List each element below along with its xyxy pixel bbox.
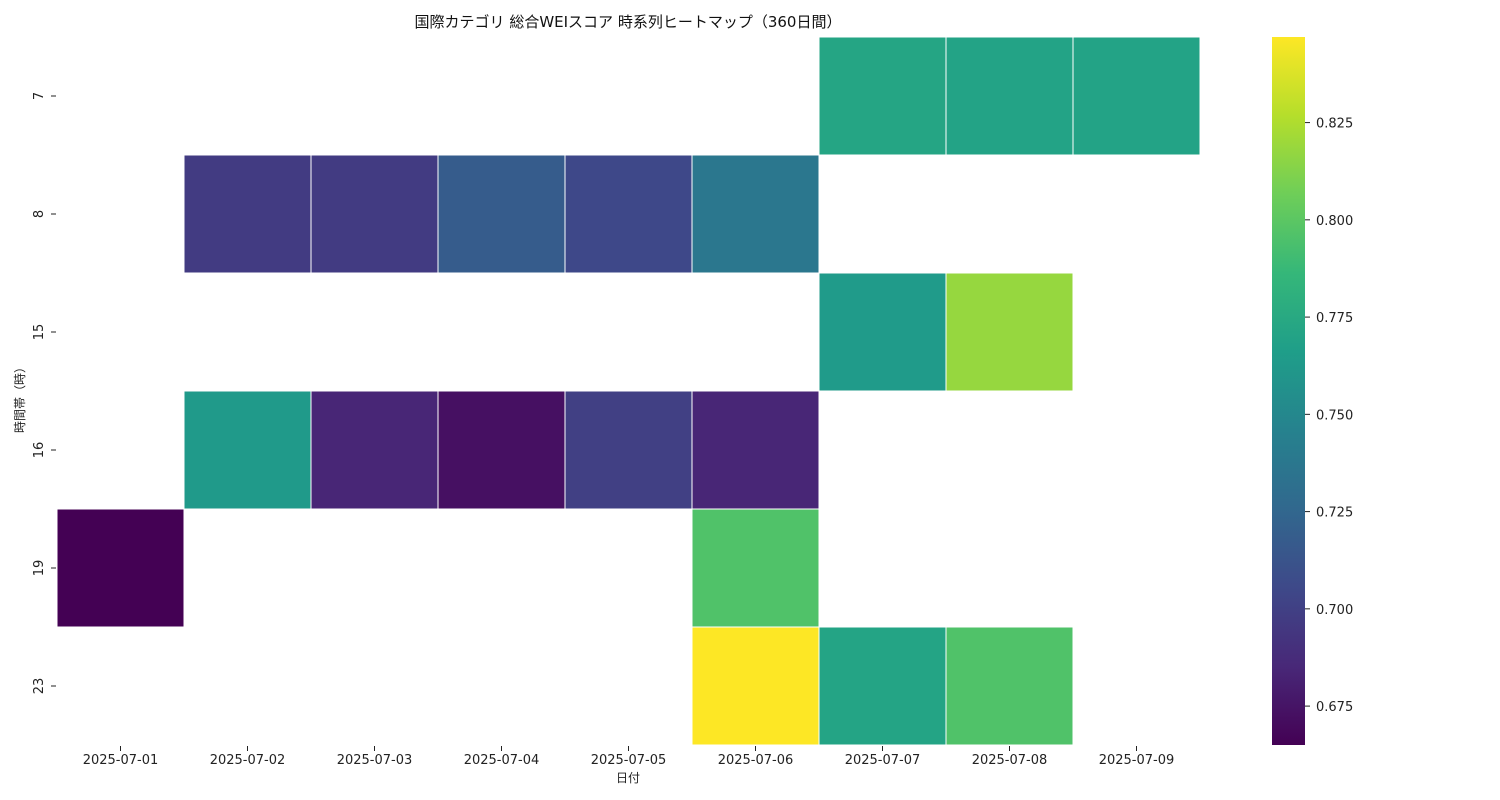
heatmap-cell — [818, 36, 947, 156]
heatmap-cell — [818, 626, 947, 746]
colorbar-tick-label: 0.825 — [1316, 117, 1353, 132]
colorbar-tick-label: 0.700 — [1316, 603, 1353, 618]
heatmap-cell — [691, 154, 820, 274]
heatmap-cell — [56, 508, 185, 628]
y-axis-label: 時間帯（時） — [13, 361, 27, 433]
heatmap-cell — [945, 36, 1074, 156]
colorbar-tick-label: 0.750 — [1316, 408, 1353, 423]
heatmap-cell — [310, 154, 439, 274]
heatmap-cell — [691, 508, 820, 628]
x-tick-label: 2025-07-09 — [1099, 753, 1175, 768]
heatmap-cell — [818, 272, 947, 392]
heatmap-cell — [183, 154, 312, 274]
heatmap-cell — [945, 626, 1074, 746]
y-axis-ticks: 7 8 15 16 19 23 — [32, 92, 56, 694]
heatmap-cell — [945, 272, 1074, 392]
colorbar-tick-label: 0.675 — [1316, 700, 1353, 715]
x-tick-label: 2025-07-04 — [464, 753, 540, 768]
heatmap-cell — [183, 390, 312, 510]
heatmap-cell — [564, 154, 693, 274]
colorbar-tick-label: 0.800 — [1316, 214, 1353, 229]
heatmap-cell — [437, 390, 566, 510]
heatmap-cell — [1072, 36, 1201, 156]
x-tick-label: 2025-07-08 — [972, 753, 1048, 768]
colorbar-ticks: 0.675 0.700 0.725 0.750 0.775 0.800 0.825 — [1305, 117, 1353, 715]
colorbar-tick-label: 0.775 — [1316, 311, 1353, 326]
x-tick-label: 2025-07-06 — [718, 753, 794, 768]
colorbar-tick-label: 0.725 — [1316, 506, 1353, 521]
x-tick-label: 2025-07-05 — [591, 753, 667, 768]
y-tick-label: 19 — [32, 560, 47, 577]
colorbar — [1272, 37, 1305, 745]
y-tick-label: 23 — [32, 678, 47, 695]
heatmap-cell — [310, 390, 439, 510]
x-tick-label: 2025-07-01 — [83, 753, 159, 768]
heatmap-cell — [691, 626, 820, 746]
x-tick-label: 2025-07-03 — [337, 753, 413, 768]
chart-title: 国際カテゴリ 総合WEIスコア 時系列ヒートマップ（360日間） — [415, 13, 842, 31]
heatmap-cell — [691, 390, 820, 510]
y-tick-label: 7 — [32, 92, 47, 100]
x-axis-ticks: 2025-07-01 2025-07-02 2025-07-03 2025-07-04… — [83, 746, 1175, 768]
heatmap-cell — [564, 390, 693, 510]
x-tick-label: 2025-07-07 — [845, 753, 921, 768]
y-tick-label: 16 — [32, 442, 47, 459]
heatmap-cells — [56, 36, 1201, 746]
y-tick-label: 15 — [32, 324, 47, 341]
heatmap-cell — [437, 154, 566, 274]
y-tick-label: 8 — [32, 210, 47, 218]
x-tick-label: 2025-07-02 — [210, 753, 286, 768]
x-axis-label: 日付 — [616, 771, 640, 785]
